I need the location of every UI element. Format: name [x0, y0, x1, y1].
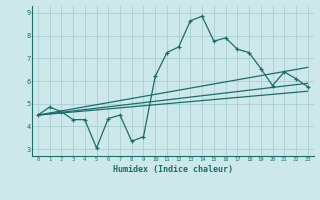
X-axis label: Humidex (Indice chaleur): Humidex (Indice chaleur)	[113, 165, 233, 174]
